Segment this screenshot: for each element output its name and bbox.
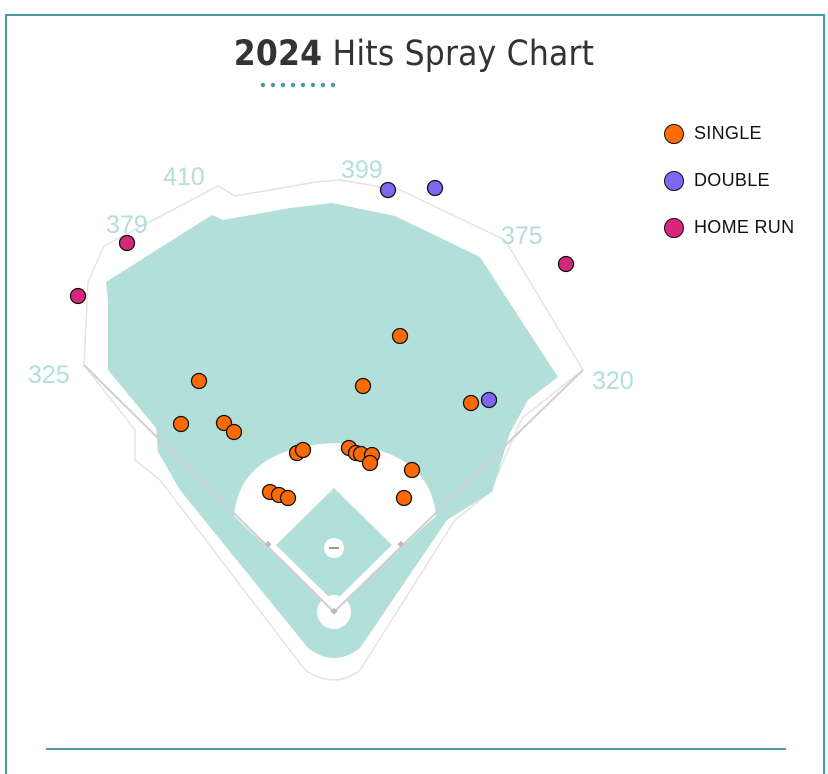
legend: SINGLE DOUBLE HOME RUN (664, 110, 794, 251)
hit-point-single (361, 454, 379, 472)
hit-point-single (403, 461, 421, 479)
legend-swatch-home-run (664, 217, 684, 238)
hit-point-home-run (118, 234, 136, 252)
chart-title-text: Hits Spray Chart (332, 34, 595, 74)
hit-point-single (462, 394, 480, 412)
legend-label-single: SINGLE (694, 123, 762, 143)
legend-label-double: DOUBLE (694, 170, 770, 190)
bottom-rule (46, 748, 786, 750)
legend-item-double: DOUBLE (664, 157, 794, 204)
distance-center: 399 (341, 156, 383, 184)
outfield-grass (106, 203, 558, 658)
title-underline-dots (260, 82, 336, 88)
hit-points (69, 179, 575, 507)
first-base (397, 540, 405, 548)
legend-item-single: SINGLE (664, 110, 794, 157)
left-foul-line (83, 364, 335, 613)
hit-point-single (279, 489, 297, 507)
hit-point-single (354, 377, 372, 395)
chart-title: 2024 Hits Spray Chart (0, 34, 828, 74)
distance-left-field: 379 (106, 211, 148, 239)
hit-point-single (225, 423, 243, 441)
distance-left-line: 325 (28, 361, 70, 389)
distance-left-center: 410 (163, 163, 205, 191)
hit-point-single (294, 441, 312, 459)
hit-point-double (379, 181, 397, 199)
distance-right-line: 320 (592, 367, 634, 395)
hit-point-home-run (69, 287, 87, 305)
chart-frame (5, 14, 825, 774)
hit-point-home-run (557, 255, 575, 273)
hit-point-single (215, 414, 233, 432)
hit-point-single (395, 489, 413, 507)
legend-swatch-single (664, 123, 684, 144)
hit-point-single (190, 372, 208, 390)
hit-point-single (391, 327, 409, 345)
distance-right-center: 375 (501, 222, 543, 250)
legend-swatch-double (664, 170, 684, 191)
pitchers-rubber (329, 547, 339, 549)
chart-title-year: 2024 (233, 34, 323, 74)
legend-label-home-run: HOME RUN (694, 217, 795, 237)
home-plate (330, 607, 338, 615)
legend-item-home-run: HOME RUN (664, 204, 794, 251)
right-foul-line (333, 369, 584, 613)
third-base (264, 540, 272, 548)
hit-point-single (172, 415, 190, 433)
hit-point-double (480, 391, 498, 409)
hit-point-double (426, 179, 444, 197)
